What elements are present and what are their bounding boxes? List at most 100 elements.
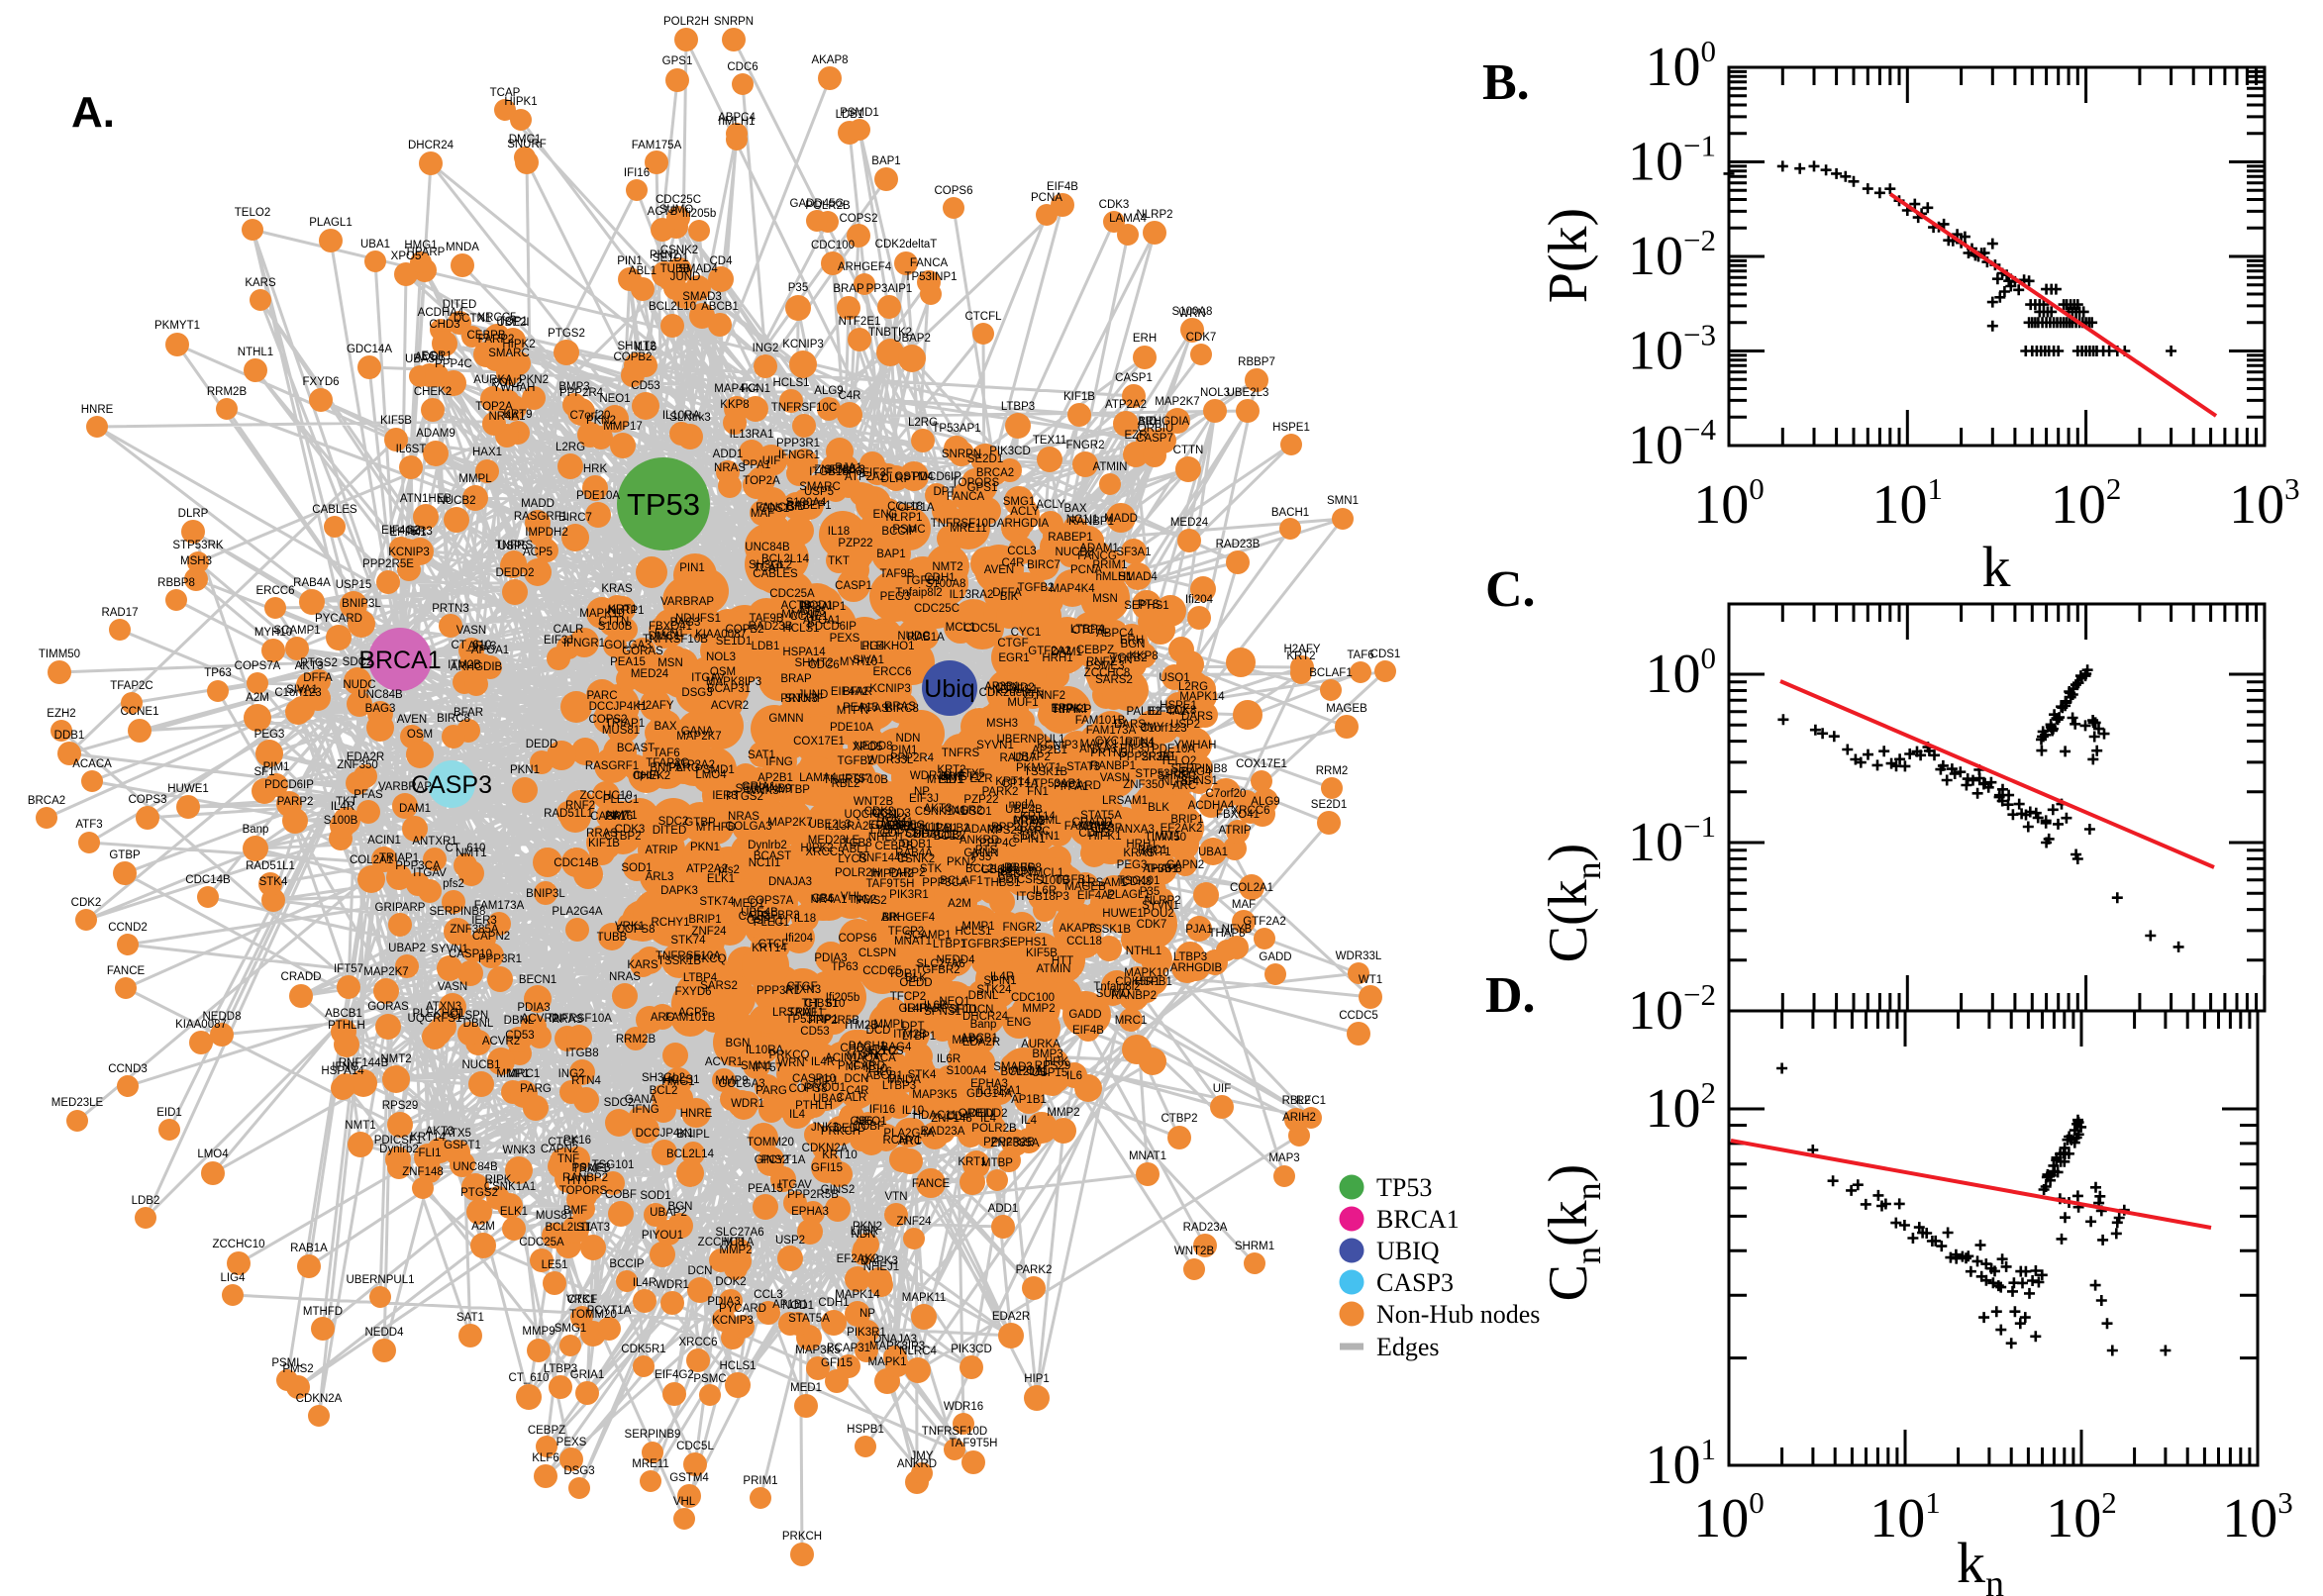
svg-text:MTBP: MTBP [981, 1157, 1013, 1169]
svg-text:DNAJA3: DNAJA3 [768, 876, 812, 888]
svg-text:BNIP3L: BNIP3L [526, 888, 565, 900]
svg-text:ACP5: ACP5 [523, 547, 553, 558]
svg-text:UBA1: UBA1 [1198, 847, 1228, 858]
svg-text:DDB1: DDB1 [54, 730, 85, 742]
svg-text:KIF1B: KIF1B [1063, 391, 1095, 403]
svg-text:STK4: STK4 [908, 1069, 937, 1081]
svg-text:KARS: KARS [245, 277, 276, 289]
svg-text:CDC25C: CDC25C [656, 194, 701, 206]
svg-text:A.: A. [71, 88, 115, 137]
svg-text:PARP2: PARP2 [277, 796, 314, 808]
svg-text:ADAM9: ADAM9 [416, 428, 455, 440]
svg-text:TOP2A: TOP2A [743, 475, 780, 487]
svg-text:ITGAV: ITGAV [778, 1179, 812, 1191]
svg-text:DHCR24: DHCR24 [962, 1011, 1009, 1023]
svg-text:RTN4: RTN4 [1125, 737, 1155, 748]
svg-text:TNFRSF10B: TNFRSF10B [823, 774, 888, 786]
svg-text:NOL3: NOL3 [1200, 387, 1230, 399]
svg-text:IL10RA: IL10RA [746, 1045, 784, 1056]
svg-text:SEPHS1: SEPHS1 [1124, 600, 1168, 612]
svg-text:USP15: USP15 [336, 579, 371, 591]
svg-text:CEBPB: CEBPB [875, 841, 914, 852]
svg-text:ORBIU: ORBIU [1138, 423, 1173, 435]
svg-text:DCN: DCN [969, 1004, 994, 1016]
svg-text:MAPK14: MAPK14 [835, 1289, 880, 1301]
svg-text:PEG3: PEG3 [880, 591, 911, 603]
svg-text:PCNA: PCNA [1031, 192, 1062, 204]
svg-text:JUND: JUND [798, 689, 829, 701]
svg-text:VARBRAP: VARBRAP [660, 596, 714, 608]
svg-text:IL4R: IL4R [990, 971, 1014, 983]
svg-text:PYCARD: PYCARD [719, 1303, 766, 1315]
svg-text:UBAP2: UBAP2 [1013, 751, 1051, 763]
svg-text:NEO1: NEO1 [939, 996, 969, 1008]
svg-text:PARG: PARG [756, 1085, 787, 1097]
svg-text:CDC5L: CDC5L [963, 623, 1001, 635]
svg-text:DCN: DCN [688, 1265, 713, 1277]
svg-text:RAD23B: RAD23B [749, 621, 793, 633]
svg-text:NMT2: NMT2 [932, 561, 962, 573]
svg-text:BECN1: BECN1 [1000, 866, 1038, 878]
svg-text:P35: P35 [1140, 886, 1160, 898]
svg-text:HTT: HTT [1052, 955, 1073, 967]
svg-text:FXYD6: FXYD6 [674, 986, 711, 998]
svg-text:LTBP1: LTBP1 [902, 1031, 936, 1043]
svg-text:MMPL: MMPL [873, 1019, 907, 1031]
svg-text:102: 102 [1646, 1075, 1717, 1140]
svg-text:RAD17: RAD17 [101, 607, 138, 619]
svg-text:Ifi204: Ifi204 [1185, 594, 1214, 606]
svg-text:SMARC: SMARC [799, 481, 841, 493]
svg-text:UBAP2: UBAP2 [893, 333, 931, 345]
svg-text:XPO5: XPO5 [391, 250, 422, 262]
svg-text:HDAC11: HDAC11 [913, 829, 958, 841]
svg-text:CDC14B: CDC14B [554, 857, 599, 869]
svg-text:NOD1: NOD1 [801, 600, 833, 612]
svg-text:PDICSF1: PDICSF1 [374, 1135, 423, 1147]
svg-text:RASGRF1: RASGRF1 [585, 760, 639, 772]
svg-text:CTBP2: CTBP2 [1161, 1113, 1197, 1125]
svg-text:PTHLH: PTHLH [795, 1100, 833, 1112]
svg-text:GADD45G: GADD45G [790, 198, 845, 210]
svg-text:ARIH2: ARIH2 [1282, 1112, 1316, 1124]
svg-text:101: 101 [1646, 1432, 1717, 1496]
svg-text:PEG3: PEG3 [254, 729, 285, 741]
svg-text:HCLS1: HCLS1 [719, 1360, 756, 1372]
svg-text:EID1: EID1 [938, 774, 963, 786]
svg-text:A2M: A2M [471, 1221, 495, 1233]
svg-text:103: 103 [2229, 471, 2300, 536]
svg-text:S100B: S100B [324, 815, 358, 827]
svg-text:PK16: PK16 [563, 1135, 591, 1147]
svg-text:STAT3: STAT3 [1066, 761, 1100, 773]
svg-text:CABLES: CABLES [312, 504, 357, 516]
svg-text:CHEK2: CHEK2 [414, 386, 452, 398]
svg-text:TP53: TP53 [1376, 1173, 1432, 1202]
svg-text:GORAS: GORAS [367, 1001, 409, 1013]
svg-text:npdA: npdA [634, 769, 660, 781]
svg-text:EIF4G2: EIF4G2 [655, 1369, 694, 1381]
svg-text:CEBPB: CEBPB [467, 330, 506, 342]
svg-text:CDC25A: CDC25A [519, 1237, 564, 1248]
svg-text:PDIA3: PDIA3 [814, 952, 847, 964]
svg-text:RAD51L1: RAD51L1 [246, 860, 295, 872]
svg-text:SPIN1: SPIN1 [983, 975, 1016, 987]
svg-text:PIK3R1: PIK3R1 [847, 1327, 886, 1339]
svg-text:HRH1: HRH1 [1042, 652, 1072, 664]
svg-text:RRAS: RRAS [586, 828, 618, 840]
svg-text:PLAGL1: PLAGL1 [309, 217, 352, 229]
svg-text:LIG4: LIG4 [860, 641, 886, 652]
svg-text:AKT3: AKT3 [295, 660, 324, 672]
svg-text:WNT2B: WNT2B [1174, 1246, 1215, 1257]
svg-text:MRC1: MRC1 [508, 1068, 541, 1080]
svg-text:ACLY: ACLY [1010, 506, 1040, 518]
svg-text:102: 102 [2051, 471, 2122, 536]
svg-text:TP53INP1: TP53INP1 [785, 1014, 838, 1026]
svg-text:EPPK1: EPPK1 [1051, 703, 1087, 715]
svg-text:UBAP2: UBAP2 [388, 943, 426, 954]
svg-text:RNF2: RNF2 [565, 800, 595, 812]
svg-text:LAMA4: LAMA4 [1109, 213, 1147, 225]
svg-text:FANCG: FANCG [1077, 550, 1117, 562]
svg-text:TOPORS: TOPORS [559, 1185, 608, 1197]
svg-text:IL13RA2: IL13RA2 [825, 821, 869, 833]
svg-text:VASN: VASN [456, 625, 486, 637]
svg-text:PMS2: PMS2 [856, 895, 886, 907]
